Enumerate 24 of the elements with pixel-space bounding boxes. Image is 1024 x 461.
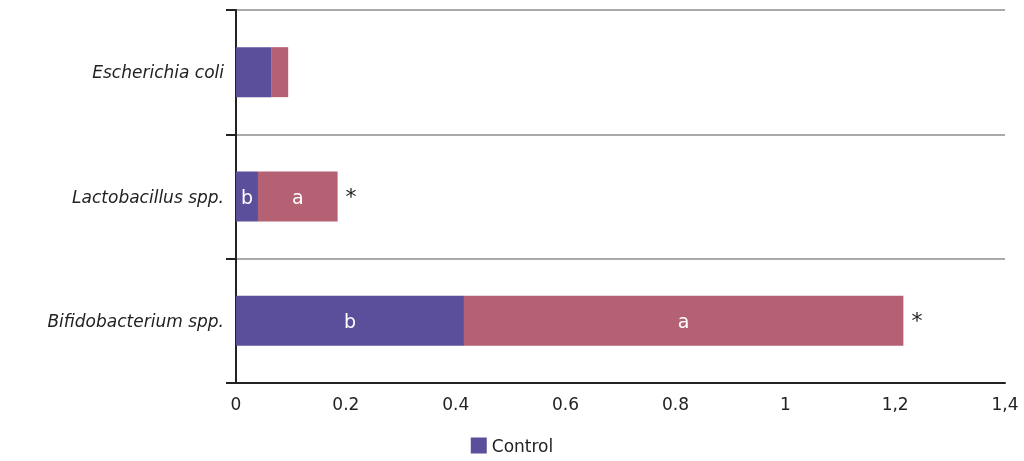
data-label: a <box>677 309 690 332</box>
legend-label: Control <box>491 435 554 456</box>
x-tick-label: 0.8 <box>661 393 689 414</box>
bar <box>271 47 289 98</box>
bar <box>236 171 258 222</box>
data-label: b <box>240 185 254 208</box>
x-tick-label: 1 <box>779 393 791 414</box>
x-tick-label: 1,2 <box>881 393 909 414</box>
x-tick-label: 0.4 <box>442 393 470 414</box>
bar <box>236 295 464 346</box>
annotation: * <box>911 308 923 334</box>
y-tick-label: Lactobacillus spp. <box>72 186 224 207</box>
annotation: * <box>345 184 357 209</box>
bar <box>236 47 272 98</box>
x-tick-label: 0 <box>230 393 242 414</box>
y-tick-label: Bifidobacterium spp. <box>47 310 224 331</box>
x-tick-label: 1,4 <box>991 393 1019 414</box>
data-label: b <box>343 309 357 332</box>
data-label: a <box>291 185 304 208</box>
bar <box>463 295 904 346</box>
bar <box>257 171 338 222</box>
x-tick-label: 0.2 <box>332 393 360 414</box>
y-tick-label: Escherichia coli <box>92 62 225 83</box>
x-tick-label: 0.6 <box>552 393 580 414</box>
